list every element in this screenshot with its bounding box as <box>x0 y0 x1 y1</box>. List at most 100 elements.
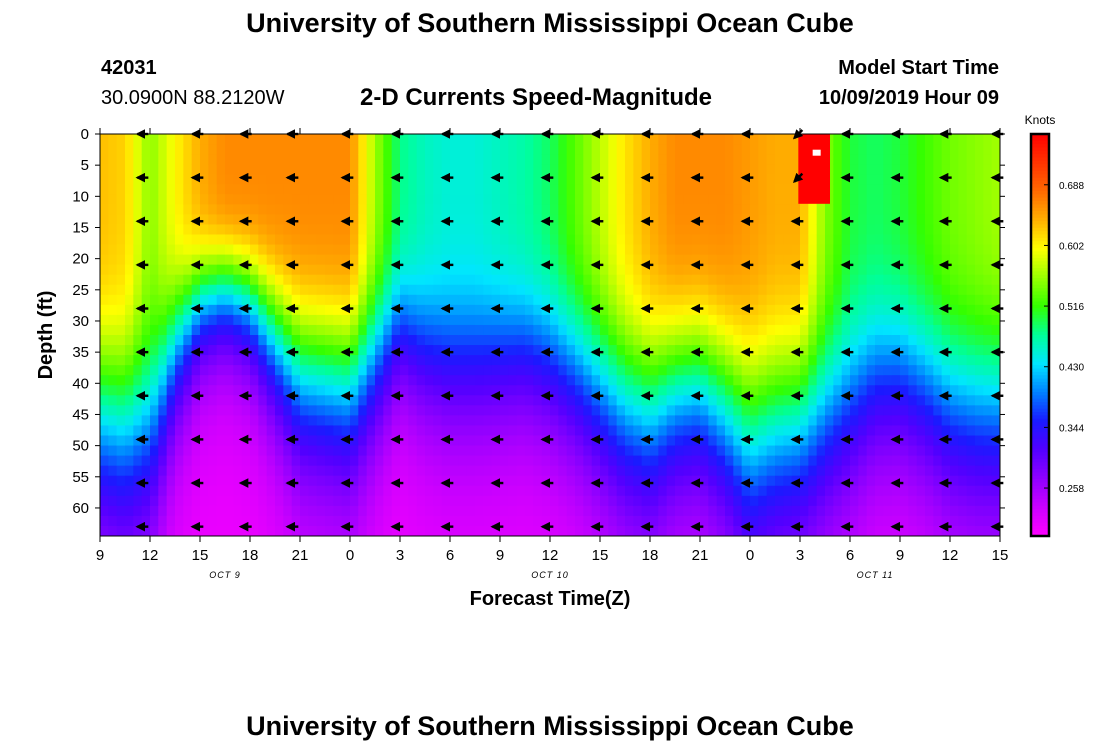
heat-cell <box>566 304 576 316</box>
heat-cell <box>866 515 876 527</box>
heat-cell <box>991 505 1000 517</box>
colorbar-cell <box>1031 505 1049 510</box>
heat-cell <box>258 304 268 316</box>
heat-cell <box>150 475 159 487</box>
heat-cell <box>516 144 526 155</box>
heat-cell <box>941 224 951 236</box>
heat-cell <box>633 304 643 316</box>
heat-cell <box>575 184 584 195</box>
heat-cell <box>175 355 184 366</box>
heat-cell <box>983 375 993 386</box>
heat-cell <box>391 435 401 447</box>
heat-cell <box>883 335 893 346</box>
heat-cell <box>741 224 751 236</box>
heat-cell <box>966 495 976 507</box>
heat-cell <box>200 395 209 406</box>
heat-cell <box>650 244 659 256</box>
heat-cell <box>325 304 334 316</box>
heat-cell <box>308 515 318 527</box>
heat-cell <box>483 485 493 497</box>
heat-cell <box>283 395 293 406</box>
heat-cell <box>975 375 984 386</box>
heat-cell <box>266 274 276 286</box>
heat-cell <box>600 395 609 406</box>
heat-cell <box>216 415 226 427</box>
heat-cell <box>208 345 218 356</box>
heat-cell <box>875 284 884 296</box>
heat-cell <box>775 234 784 246</box>
heat-cell <box>725 515 734 527</box>
colorbar-cell <box>1031 261 1049 266</box>
heat-cell <box>808 385 818 396</box>
heat-cell <box>350 455 359 467</box>
heat-cell <box>666 204 676 215</box>
colorbar-cell <box>1031 512 1049 517</box>
heat-cell <box>125 194 134 205</box>
heat-cell <box>516 445 526 457</box>
heat-cell <box>450 244 459 256</box>
heat-cell <box>508 214 518 226</box>
heat-cell <box>641 284 651 296</box>
heat-cell <box>933 154 943 165</box>
heat-cell <box>316 465 326 477</box>
heat-cell <box>758 134 768 145</box>
heat-cell <box>600 214 609 226</box>
heat-cell <box>500 224 509 236</box>
heat-cell <box>550 385 559 396</box>
heat-cell <box>150 435 159 447</box>
heat-cell <box>666 314 676 326</box>
heat-cell <box>258 485 268 497</box>
heat-cell <box>841 244 851 256</box>
colorbar-cell <box>1031 482 1049 487</box>
heat-cell <box>608 204 618 215</box>
heat-cell <box>650 485 659 497</box>
heat-cell <box>166 495 176 507</box>
heat-cell <box>150 405 159 416</box>
heat-cell <box>141 314 151 326</box>
heat-cell <box>108 244 118 256</box>
heat-cell <box>558 294 568 306</box>
heat-cell <box>141 495 151 507</box>
heat-cell <box>575 365 584 376</box>
heat-cell <box>766 184 776 195</box>
heat-cell <box>841 184 851 195</box>
heat-cell <box>433 355 443 366</box>
heat-cell <box>966 375 976 386</box>
heat-cell <box>325 345 334 356</box>
heat-cell <box>683 455 693 467</box>
heat-cell <box>550 475 559 487</box>
heat-cell <box>925 144 934 155</box>
heat-cell <box>625 455 634 467</box>
heat-cell <box>175 385 184 396</box>
heat-cell <box>475 425 484 437</box>
heat-cell <box>275 415 284 427</box>
heat-cell <box>216 294 226 306</box>
heat-cell <box>466 465 476 477</box>
heat-cell <box>575 475 584 487</box>
heat-cell <box>325 385 334 396</box>
heat-cell <box>183 294 193 306</box>
heat-cell <box>633 465 643 477</box>
heat-cell <box>841 365 851 376</box>
heat-cell <box>350 445 359 457</box>
heat-cell <box>850 254 859 266</box>
heat-cell <box>533 505 543 517</box>
heat-cell <box>683 395 693 406</box>
heat-cell <box>850 405 859 416</box>
heat-cell <box>108 435 118 447</box>
heat-cell <box>883 375 893 386</box>
heat-cell <box>633 234 643 246</box>
heat-cell <box>525 375 534 386</box>
heat-cell <box>358 184 368 195</box>
heat-cell <box>408 194 418 205</box>
heat-cell <box>116 314 126 326</box>
heat-cell <box>733 134 743 145</box>
heat-cell <box>583 495 593 507</box>
heat-cell <box>266 174 276 185</box>
heat-cell <box>408 264 418 276</box>
heat-cell <box>775 144 784 155</box>
heat-cell <box>175 314 184 326</box>
heat-cell <box>983 385 993 396</box>
heat-cell <box>633 365 643 376</box>
heat-cell <box>900 144 909 155</box>
